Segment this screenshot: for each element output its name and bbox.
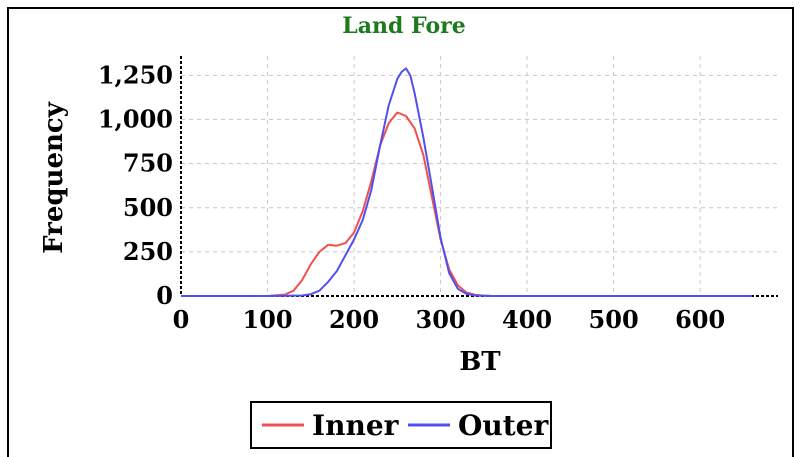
legend-label-outer: Outer [458, 409, 549, 442]
axes [180, 56, 778, 297]
grid [181, 56, 778, 296]
y-tick-label: 0 [156, 281, 173, 310]
x-tick-label: 300 [416, 305, 466, 334]
x-axis-label: BT [459, 347, 501, 377]
y-tick-label: 500 [123, 193, 173, 222]
x-tick-label: 100 [242, 305, 292, 334]
x-tick-label: 500 [589, 305, 639, 334]
y-tick-label: 750 [123, 149, 173, 178]
x-tick-label: 400 [502, 305, 552, 334]
chart-title: Land Fore [342, 13, 465, 39]
series-line-inner [181, 111, 752, 297]
chart-frame [7, 7, 794, 457]
x-tick-label: 200 [329, 305, 379, 334]
series-lines [181, 67, 752, 297]
legend: Inner Outer [250, 401, 552, 449]
y-tick-label: 250 [123, 237, 173, 266]
y-tick-labels: 0 250 500 750 1,000 1,250 [98, 60, 173, 310]
legend-label-inner: Inner [312, 409, 400, 442]
x-tick-label: 0 [173, 305, 190, 334]
y-tick-label: 1,250 [98, 60, 173, 89]
x-tick-labels: 0 100 200 300 400 500 600 [173, 305, 726, 334]
series-line-outer [181, 67, 752, 297]
x-tick-label: 600 [675, 305, 725, 334]
y-tick-label: 1,000 [98, 105, 173, 134]
y-axis-label: Frequency [39, 101, 69, 254]
